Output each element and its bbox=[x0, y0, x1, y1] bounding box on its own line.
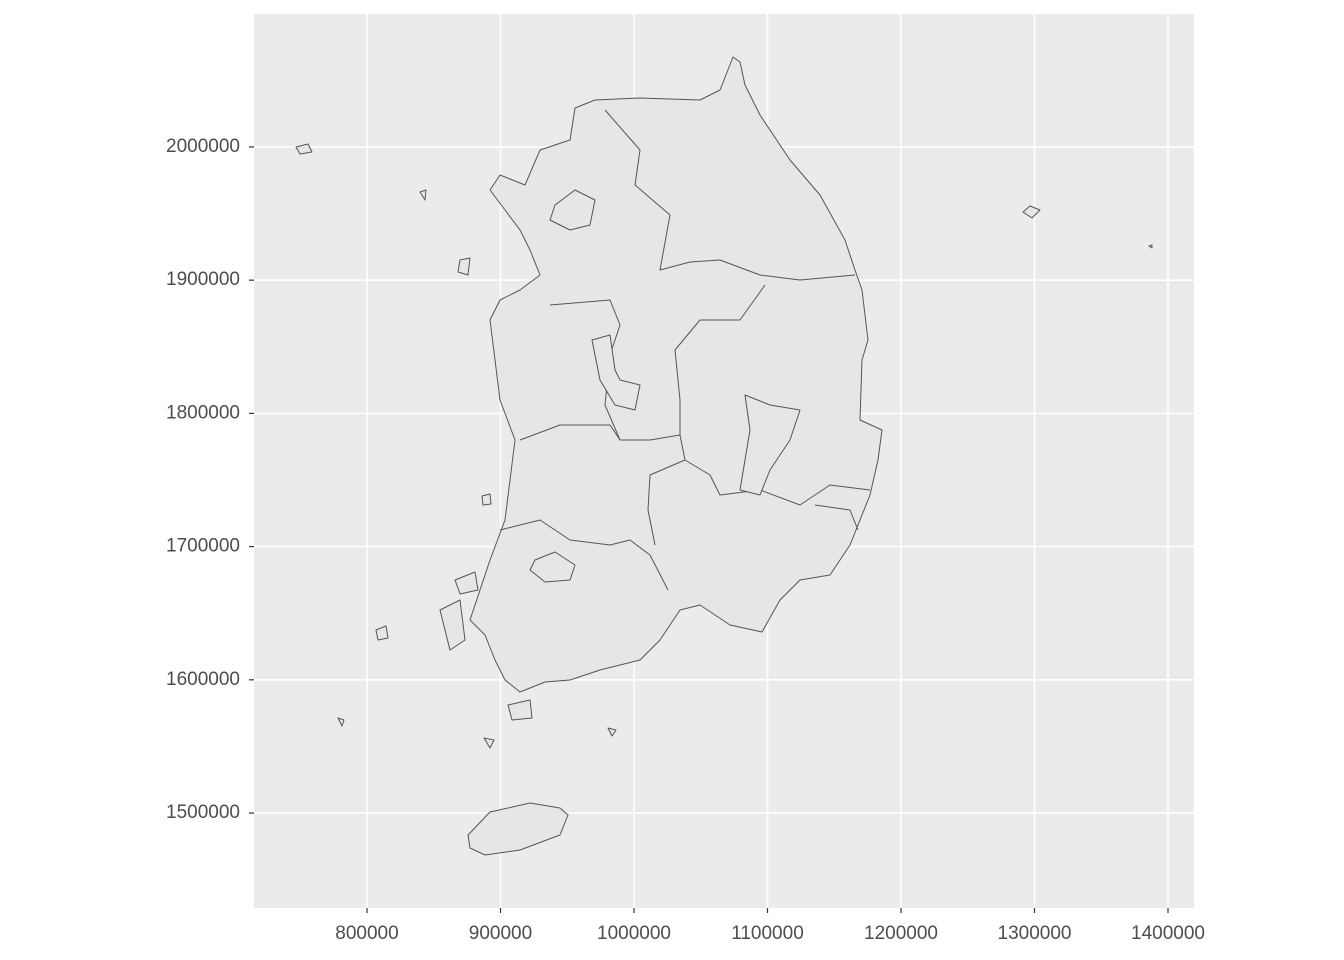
province-boundary bbox=[647, 459, 686, 546]
island bbox=[507, 699, 533, 721]
province-boundary bbox=[519, 424, 621, 441]
island bbox=[607, 727, 617, 737]
x-tick-label: 800000 bbox=[335, 923, 398, 944]
island bbox=[483, 737, 495, 749]
y-tick-label: 1500000 bbox=[166, 802, 240, 823]
x-tick-label: 1300000 bbox=[998, 923, 1072, 944]
island bbox=[375, 625, 389, 641]
y-tick-label: 1900000 bbox=[166, 269, 240, 290]
axes: 800000 900000 1000000 1100000 1200000 1300000… bbox=[166, 136, 1205, 944]
island bbox=[481, 493, 492, 506]
island bbox=[439, 599, 466, 651]
x-tick-label: 1100000 bbox=[731, 923, 804, 944]
province-boundary bbox=[679, 434, 871, 506]
city-daegu bbox=[739, 394, 801, 496]
x-tick-label: 900000 bbox=[469, 923, 532, 944]
city-daejeon bbox=[591, 334, 641, 411]
province-boundary bbox=[604, 109, 856, 281]
island bbox=[337, 717, 345, 727]
province-boundary bbox=[499, 519, 669, 591]
city-gwangju bbox=[529, 551, 576, 583]
x-tick-label: 1400000 bbox=[1131, 923, 1205, 944]
island bbox=[419, 189, 427, 201]
y-tick-label: 1600000 bbox=[166, 669, 240, 690]
y-tick-label: 1800000 bbox=[166, 402, 240, 423]
island bbox=[295, 143, 313, 155]
province-boundary bbox=[814, 504, 859, 531]
island bbox=[457, 257, 471, 276]
island-jeju bbox=[467, 802, 569, 856]
city-seoul bbox=[549, 189, 596, 231]
island-ulleung bbox=[1022, 205, 1041, 219]
x-tick-label: 1200000 bbox=[864, 923, 938, 944]
y-tick-label: 1700000 bbox=[166, 536, 240, 557]
x-tick-label: 1000000 bbox=[597, 923, 671, 944]
province-boundary bbox=[549, 284, 766, 441]
map bbox=[295, 56, 1153, 856]
island bbox=[1148, 244, 1153, 249]
island bbox=[454, 571, 479, 595]
y-tick-label: 2000000 bbox=[166, 136, 240, 157]
